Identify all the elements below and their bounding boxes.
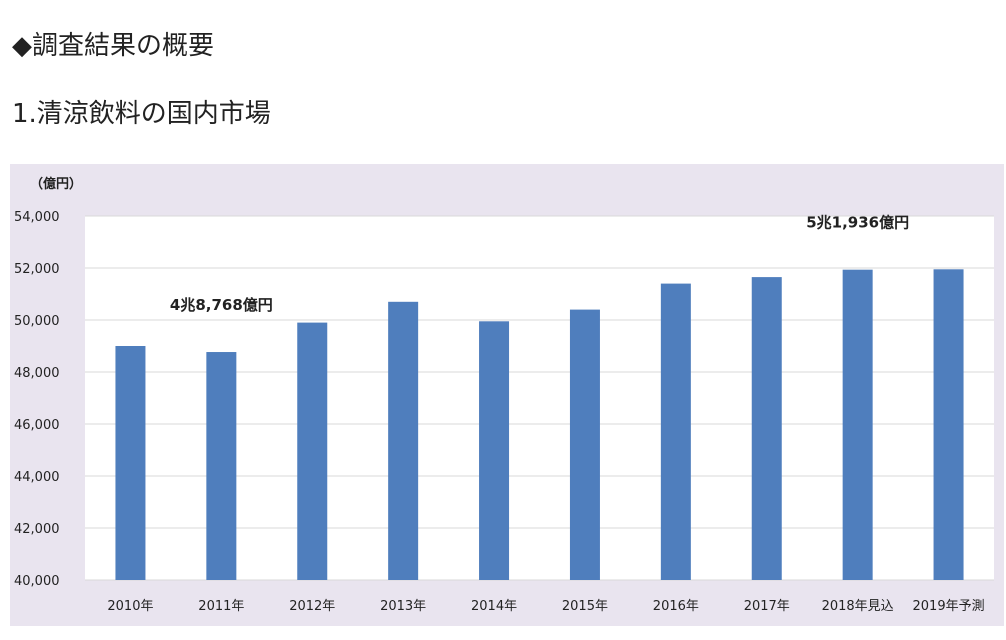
bar-2015年 [569,309,600,580]
y-tick-label: 48,000 [14,366,60,381]
x-tick-label: 2013年 [380,599,426,614]
x-tick-label: 2012年 [289,599,335,614]
bar-2016年 [660,283,691,580]
x-tick-label: 2016年 [653,599,699,614]
x-tick-label: 2019年予測 [913,599,985,614]
data-label-annotation: 4兆8,768億円 [170,296,273,314]
bar-2011年 [206,352,237,580]
bar-2013年 [388,301,419,580]
bar-2010年 [115,346,146,580]
y-unit-label: （億円） [30,176,82,192]
bar-2019年予測 [933,269,964,580]
y-tick-label: 52,000 [14,262,60,277]
y-tick-label: 42,000 [14,522,60,537]
x-tick-label: 2014年 [471,599,517,614]
plot-area [85,216,994,580]
page-heading: ◆調査結果の概要 [12,31,214,61]
y-tick-label: 54,000 [14,210,60,225]
y-tick-label: 50,000 [14,314,60,329]
bar-2018年見込 [842,269,873,580]
bar-2012年 [297,322,328,580]
x-tick-label: 2018年見込 [822,599,894,614]
y-tick-label: 40,000 [14,574,60,589]
data-label-annotation: 5兆1,936億円 [806,214,909,232]
bar-2017年 [751,277,782,580]
x-tick-label: 2015年 [562,599,608,614]
x-tick-label: 2011年 [198,599,244,614]
y-tick-label: 44,000 [14,470,60,485]
section-heading: 1.清涼飲料の国内市場 [12,99,271,129]
y-tick-label: 46,000 [14,418,60,433]
chart-panel: 40,000 42,000 44,000 46,000 48,000 50,000 52,0… [10,164,1004,626]
bar-chart: 40,000 42,000 44,000 46,000 48,000 50,000 52,0… [14,176,994,614]
x-tick-label: 2017年 [744,599,790,614]
x-tick-label: 2010年 [107,599,153,614]
bar-2014年 [479,321,510,580]
